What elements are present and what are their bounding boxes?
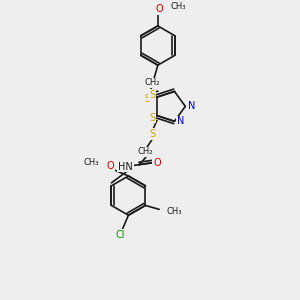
Text: CH₂: CH₂ [137,147,153,156]
Text: CH₂: CH₂ [144,78,160,87]
Text: CH₃: CH₃ [167,207,182,216]
Text: S: S [149,129,155,139]
Text: CH₃: CH₃ [171,2,186,11]
Text: O: O [107,161,115,171]
Text: N: N [188,101,195,111]
Text: Cl: Cl [116,230,125,240]
Text: O: O [156,4,164,14]
Text: HN: HN [118,162,133,172]
Text: CH₃: CH₃ [83,158,99,167]
Text: S: S [144,94,150,103]
Text: O: O [153,158,161,168]
Text: S: S [149,112,155,122]
Text: S: S [149,90,155,100]
Text: N: N [177,116,184,126]
